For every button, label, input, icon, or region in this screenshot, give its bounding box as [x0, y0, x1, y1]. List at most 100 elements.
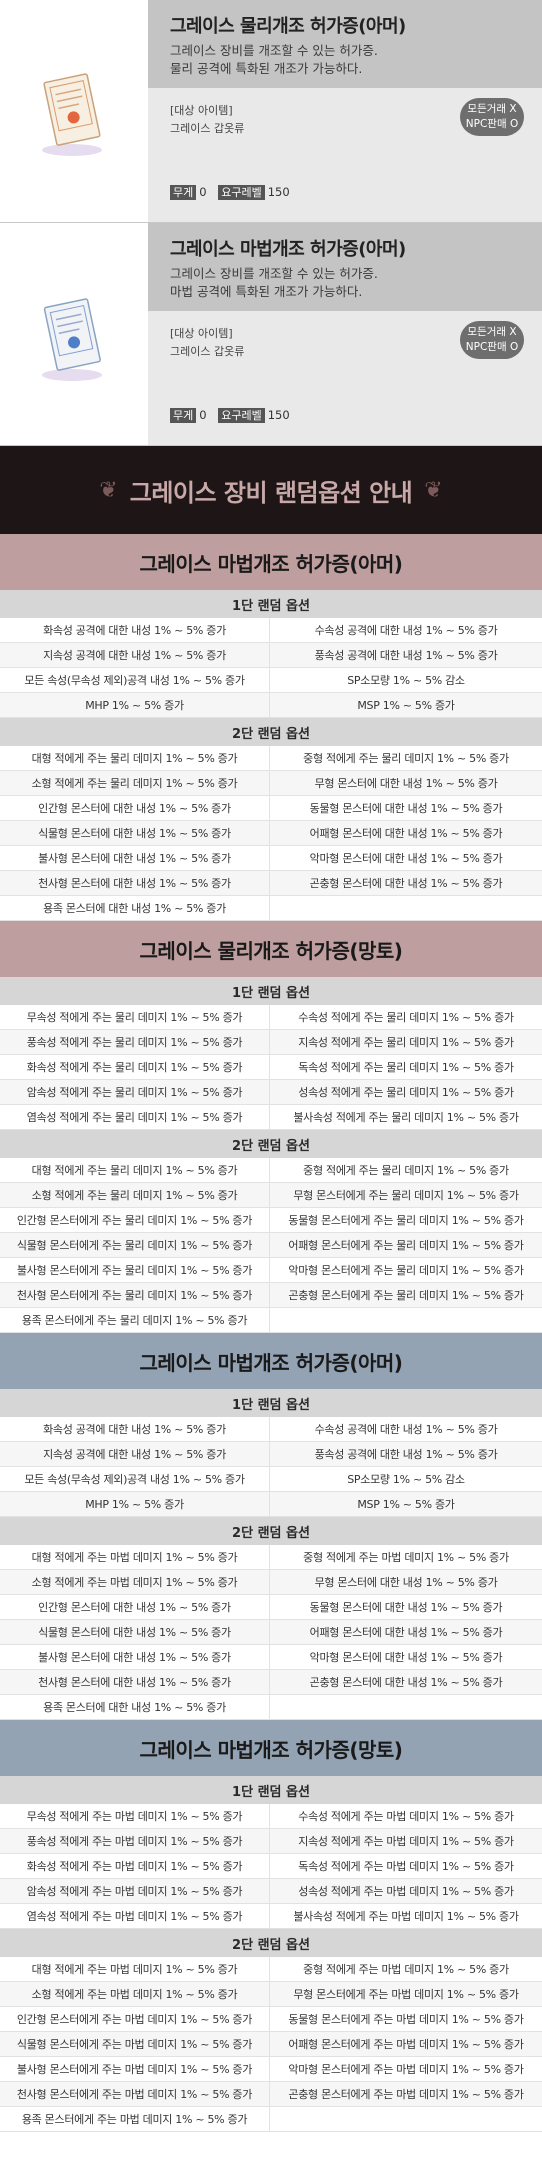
item-meta: 무게 0 요구레벨 150 — [170, 407, 298, 423]
option-cell: 무형 몬스터에 대한 내성 1% ~ 5% 증가 — [270, 1570, 542, 1595]
option-cell: 화속성 적에게 주는 마법 데미지 1% ~ 5% 증가 — [0, 1854, 270, 1879]
option-section: 그레이스 물리개조 허가증(망토) 1단 랜덤 옵션 무속성 적에게 주는 물리 데… — [0, 921, 542, 1333]
option-cell: 대형 적에게 주는 물리 데미지 1% ~ 5% 증가 — [0, 746, 270, 771]
option-cell: 무형 몬스터에 대한 내성 1% ~ 5% 증가 — [270, 771, 542, 796]
item-header: 그레이스 물리개조 허가증(아머) 그레이스 장비를 개조할 수 있는 허가증.… — [148, 0, 542, 88]
option-cell: 불사형 몬스터에 대한 내성 1% ~ 5% 증가 — [0, 1645, 270, 1670]
option-cell: 지속성 공격에 대한 내성 1% ~ 5% 증가 — [0, 1442, 270, 1467]
tier2-header: 2단 랜덤 옵션 — [0, 1517, 542, 1545]
option-cell: 식물형 몬스터에 대한 내성 1% ~ 5% 증가 — [0, 1620, 270, 1645]
option-cell: 어패형 몬스터에 대한 내성 1% ~ 5% 증가 — [270, 821, 542, 846]
trade-line-1: 모든거래 X — [467, 326, 517, 338]
option-cell: 악마형 몬스터에 대한 내성 1% ~ 5% 증가 — [270, 1645, 542, 1670]
option-cell: 풍속성 공격에 대한 내성 1% ~ 5% 증가 — [270, 643, 542, 668]
tier1-option-table: 화속성 공격에 대한 내성 1% ~ 5% 증가 수속성 공격에 대한 내성 1%… — [0, 1417, 542, 1517]
trade-line-1: 모든거래 X — [467, 103, 517, 115]
option-cell: 불사속성 적에게 주는 물리 데미지 1% ~ 5% 증가 — [270, 1105, 542, 1130]
banner-title: 그레이스 장비 랜덤옵션 안내 — [129, 478, 413, 507]
option-cell: 인간형 몬스터에 대한 내성 1% ~ 5% 증가 — [0, 1595, 270, 1620]
option-cell: 천사형 몬스터에게 주는 물리 데미지 1% ~ 5% 증가 — [0, 1283, 270, 1308]
option-cell: 천사형 몬스터에 대한 내성 1% ~ 5% 증가 — [0, 871, 270, 896]
option-cell: 무속성 적에게 주는 마법 데미지 1% ~ 5% 증가 — [0, 1804, 270, 1829]
target-item-value: 그레이스 갑옷류 — [170, 345, 245, 358]
option-cell: 소형 적에게 주는 물리 데미지 1% ~ 5% 증가 — [0, 1183, 270, 1208]
item-info-panel: 그레이스 마법개조 허가증(아머) 그레이스 장비를 개조할 수 있는 허가증.… — [148, 223, 542, 445]
option-section: 그레이스 마법개조 허가증(아머) 1단 랜덤 옵션 화속성 공격에 대한 내성 1… — [0, 534, 542, 921]
option-cell: 염속성 적에게 주는 마법 데미지 1% ~ 5% 증가 — [0, 1904, 270, 1929]
option-cell: 어패형 몬스터에게 주는 물리 데미지 1% ~ 5% 증가 — [270, 1233, 542, 1258]
option-cell: 곤충형 몬스터에 대한 내성 1% ~ 5% 증가 — [270, 1670, 542, 1695]
item-description: 그레이스 장비를 개조할 수 있는 허가증. 마법 공격에 특화된 개조가 가능… — [170, 266, 378, 299]
level-label: 요구레벨 — [218, 408, 265, 423]
option-cell: 화속성 공격에 대한 내성 1% ~ 5% 증가 — [0, 1417, 270, 1442]
option-cell: 모든 속성(무속성 제외)공격 내성 1% ~ 5% 증가 — [0, 1467, 270, 1492]
weight-value: 0 — [199, 185, 207, 199]
tier2-header: 2단 랜덤 옵션 — [0, 1130, 542, 1158]
tier1-header: 1단 랜덤 옵션 — [0, 1389, 542, 1417]
option-cell — [270, 1695, 542, 1720]
option-cell: 대형 적에게 주는 마법 데미지 1% ~ 5% 증가 — [0, 1957, 270, 1982]
option-cell: 풍속성 공격에 대한 내성 1% ~ 5% 증가 — [270, 1442, 542, 1467]
option-cell: 어패형 몬스터에게 주는 마법 데미지 1% ~ 5% 증가 — [270, 2032, 542, 2057]
option-cell: 풍속성 적에게 주는 마법 데미지 1% ~ 5% 증가 — [0, 1829, 270, 1854]
option-cell: 악마형 몬스터에게 주는 물리 데미지 1% ~ 5% 증가 — [270, 1258, 542, 1283]
option-cell: 인간형 몬스터에게 주는 물리 데미지 1% ~ 5% 증가 — [0, 1208, 270, 1233]
tier1-option-table: 무속성 적에게 주는 물리 데미지 1% ~ 5% 증가 수속성 적에게 주는 물… — [0, 1005, 542, 1130]
tier2-header: 2단 랜덤 옵션 — [0, 718, 542, 746]
option-section: 그레이스 마법개조 허가증(아머) 1단 랜덤 옵션 화속성 공격에 대한 내성 1… — [0, 1333, 542, 1720]
option-cell: 어패형 몬스터에 대한 내성 1% ~ 5% 증가 — [270, 1620, 542, 1645]
level-label: 요구레벨 — [218, 185, 265, 200]
section-title: 그레이스 마법개조 허가증(아머) — [0, 534, 542, 590]
option-cell: 지속성 적에게 주는 물리 데미지 1% ~ 5% 증가 — [270, 1030, 542, 1055]
level-value: 150 — [267, 408, 290, 422]
level-value: 150 — [267, 185, 290, 199]
ornament-right-icon: ❦ — [424, 477, 443, 503]
option-cell: 암속성 적에게 주는 마법 데미지 1% ~ 5% 증가 — [0, 1879, 270, 1904]
section-title: 그레이스 마법개조 허가증(망토) — [0, 1720, 542, 1776]
option-cell: 중형 적에게 주는 물리 데미지 1% ~ 5% 증가 — [270, 1158, 542, 1183]
item-title: 그레이스 마법개조 허가증(아머) — [170, 239, 406, 260]
trade-line-2: NPC판매 O — [465, 118, 519, 130]
option-cell: 독속성 적에게 주는 마법 데미지 1% ~ 5% 증가 — [270, 1854, 542, 1879]
option-cell: 지속성 적에게 주는 마법 데미지 1% ~ 5% 증가 — [270, 1829, 542, 1854]
random-option-banner: ❦ 그레이스 장비 랜덤옵션 안내 ❦ — [0, 446, 542, 534]
option-cell: 불사형 몬스터에게 주는 물리 데미지 1% ~ 5% 증가 — [0, 1258, 270, 1283]
tier2-option-table: 대형 적에게 주는 물리 데미지 1% ~ 5% 증가 중형 적에게 주는 물리 … — [0, 1158, 542, 1333]
blue-scroll-icon — [42, 298, 102, 381]
option-cell: 식물형 몬스터에게 주는 물리 데미지 1% ~ 5% 증가 — [0, 1233, 270, 1258]
target-item-header: [대상 아이템] — [170, 104, 233, 117]
item-thumbnail — [0, 0, 148, 222]
option-cell: 독속성 적에게 주는 물리 데미지 1% ~ 5% 증가 — [270, 1055, 542, 1080]
option-cell: 불사형 몬스터에 대한 내성 1% ~ 5% 증가 — [0, 846, 270, 871]
tier2-option-table: 대형 적에게 주는 마법 데미지 1% ~ 5% 증가 중형 적에게 주는 마법 … — [0, 1545, 542, 1720]
item-meta: 무게 0 요구레벨 150 — [170, 184, 298, 200]
option-cell: 곤충형 몬스터에게 주는 마법 데미지 1% ~ 5% 증가 — [270, 2082, 542, 2107]
option-cell: 천사형 몬스터에 대한 내성 1% ~ 5% 증가 — [0, 1670, 270, 1695]
section-title: 그레이스 물리개조 허가증(망토) — [0, 921, 542, 977]
option-cell: 대형 적에게 주는 물리 데미지 1% ~ 5% 증가 — [0, 1158, 270, 1183]
tier1-option-table: 무속성 적에게 주는 마법 데미지 1% ~ 5% 증가 수속성 적에게 주는 마… — [0, 1804, 542, 1929]
item-thumbnail — [0, 223, 148, 445]
option-cell: MHP 1% ~ 5% 증가 — [0, 693, 270, 718]
option-cell: SP소모량 1% ~ 5% 감소 — [270, 668, 542, 693]
option-cell: 수속성 공격에 대한 내성 1% ~ 5% 증가 — [270, 1417, 542, 1442]
item-info-panel: 그레이스 물리개조 허가증(아머) 그레이스 장비를 개조할 수 있는 허가증.… — [148, 0, 542, 222]
option-cell: 중형 적에게 주는 마법 데미지 1% ~ 5% 증가 — [270, 1957, 542, 1982]
tier2-option-table: 대형 적에게 주는 마법 데미지 1% ~ 5% 증가 중형 적에게 주는 마법 … — [0, 1957, 542, 2132]
option-cell: 염속성 적에게 주는 물리 데미지 1% ~ 5% 증가 — [0, 1105, 270, 1130]
target-item-header: [대상 아이템] — [170, 327, 233, 340]
item-title: 그레이스 물리개조 허가증(아머) — [170, 16, 406, 37]
option-cell: 무형 몬스터에게 주는 물리 데미지 1% ~ 5% 증가 — [270, 1183, 542, 1208]
option-sections: 그레이스 마법개조 허가증(아머) 1단 랜덤 옵션 화속성 공격에 대한 내성 1… — [0, 534, 542, 2132]
option-cell: 중형 적에게 주는 물리 데미지 1% ~ 5% 증가 — [270, 746, 542, 771]
option-cell: 인간형 몬스터에게 주는 마법 데미지 1% ~ 5% 증가 — [0, 2007, 270, 2032]
trade-line-2: NPC판매 O — [465, 341, 519, 353]
item-description: 그레이스 장비를 개조할 수 있는 허가증. 물리 공격에 특화된 개조가 가능… — [170, 43, 378, 76]
option-cell: 악마형 몬스터에 대한 내성 1% ~ 5% 증가 — [270, 846, 542, 871]
option-cell: 화속성 공격에 대한 내성 1% ~ 5% 증가 — [0, 618, 270, 643]
option-section: 그레이스 마법개조 허가증(망토) 1단 랜덤 옵션 무속성 적에게 주는 마법 데… — [0, 1720, 542, 2132]
item-card-physical-armor: 그레이스 물리개조 허가증(아머) 그레이스 장비를 개조할 수 있는 허가증.… — [0, 0, 542, 223]
option-cell: 수속성 적에게 주는 물리 데미지 1% ~ 5% 증가 — [270, 1005, 542, 1030]
option-cell: 무속성 적에게 주는 물리 데미지 1% ~ 5% 증가 — [0, 1005, 270, 1030]
ornament-left-icon: ❦ — [99, 477, 118, 503]
